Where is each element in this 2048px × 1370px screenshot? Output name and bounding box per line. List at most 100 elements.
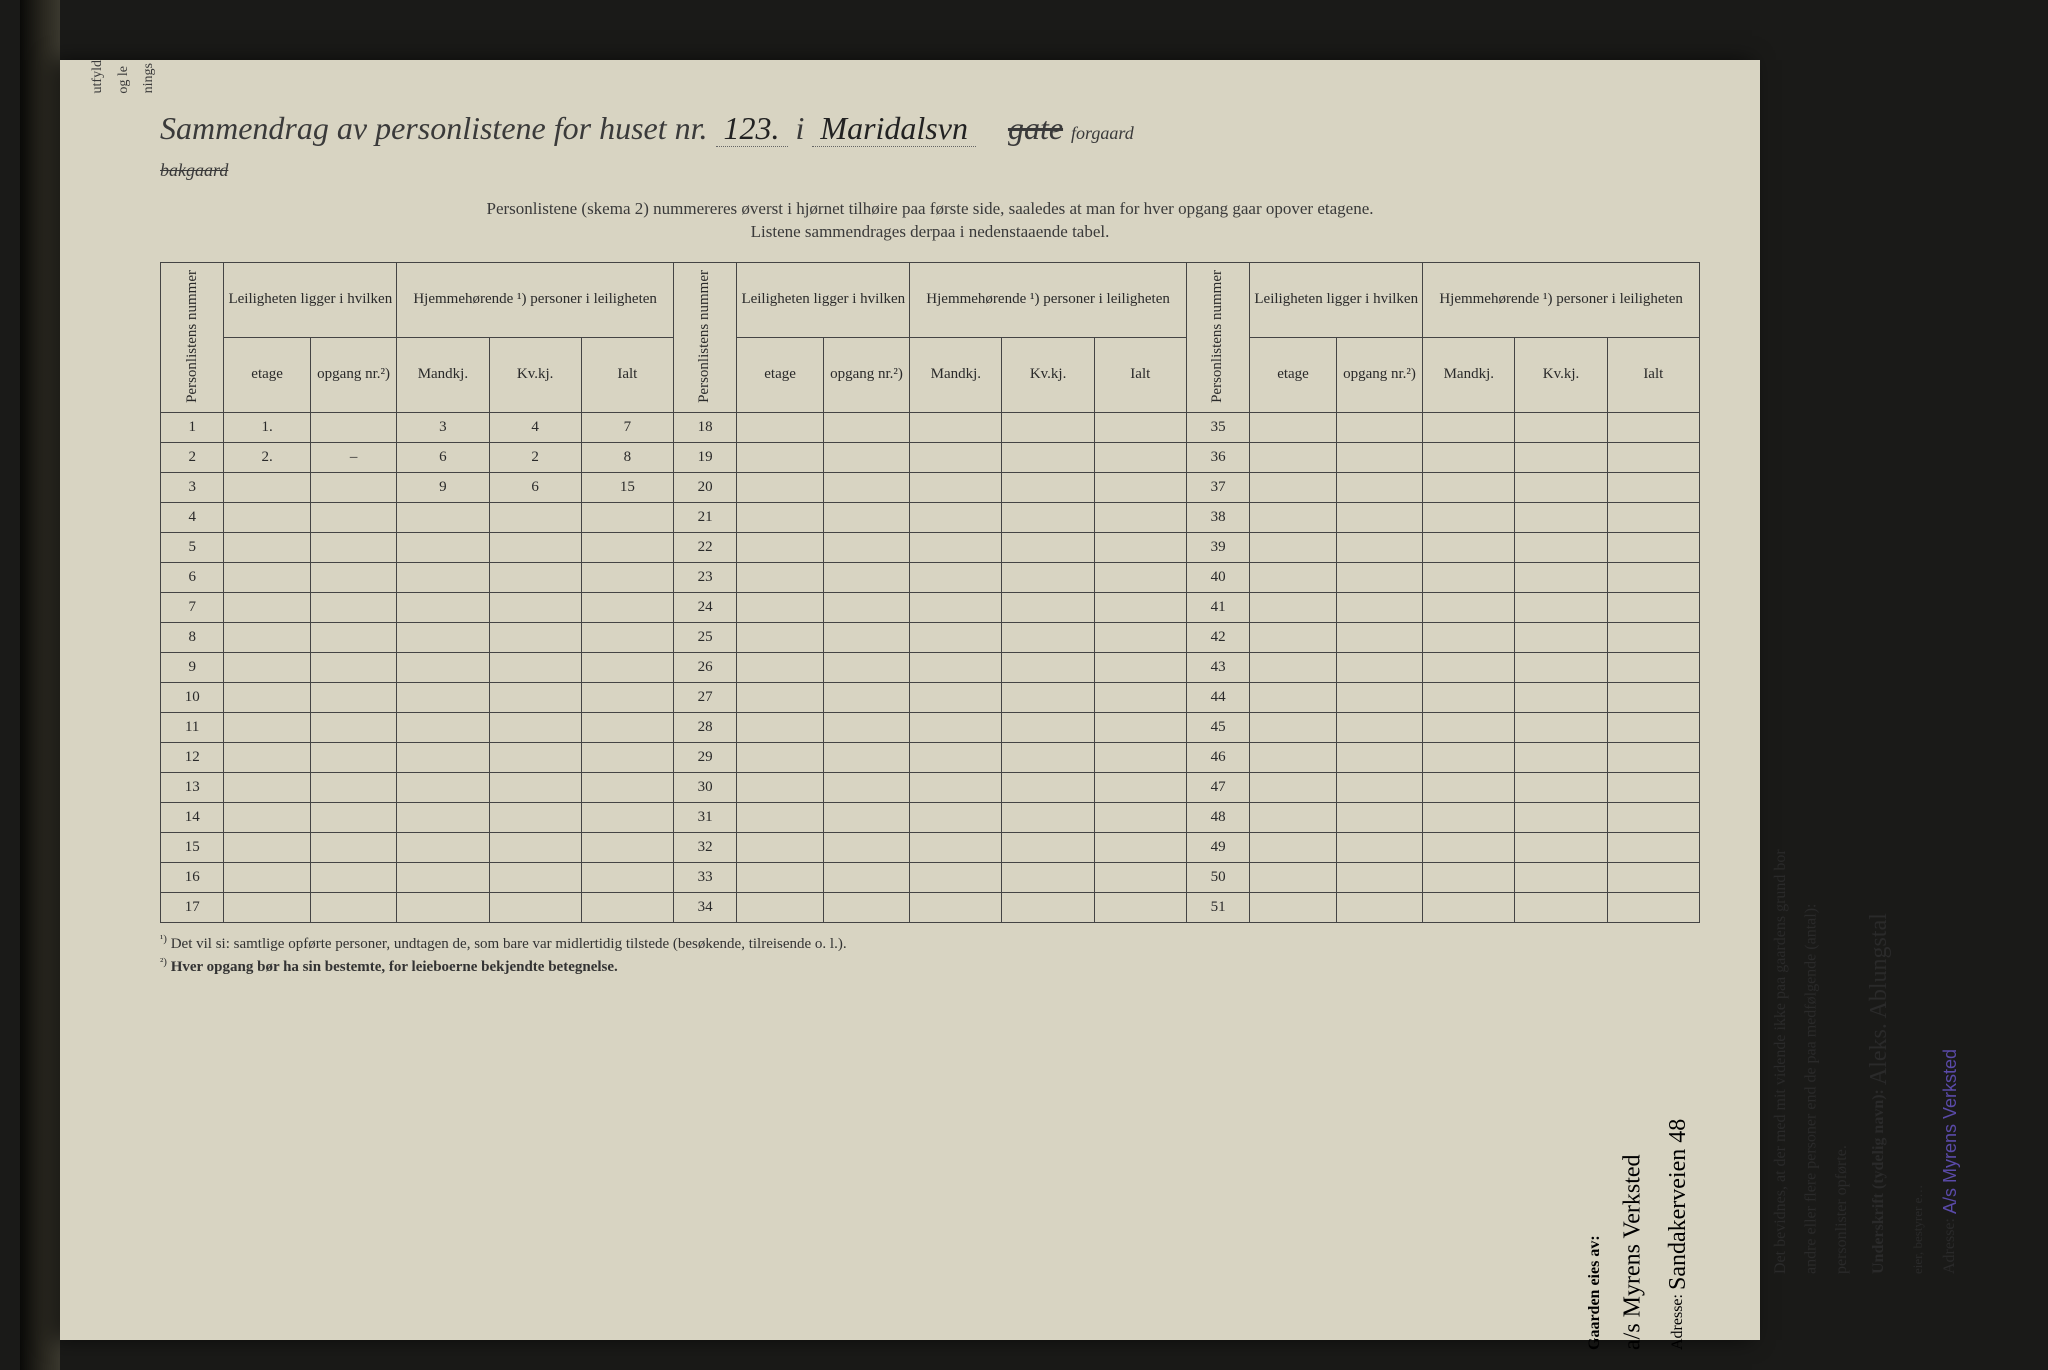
cell <box>1423 502 1515 532</box>
cell-handwritten <box>397 592 489 622</box>
cell: 13 <box>161 772 224 802</box>
cell <box>1336 832 1422 862</box>
cell-handwritten <box>224 892 310 922</box>
cell <box>1336 742 1422 772</box>
cell: 9 <box>161 652 224 682</box>
cell-handwritten <box>310 742 396 772</box>
cell-handwritten <box>489 742 581 772</box>
cell: 12 <box>161 742 224 772</box>
cell <box>910 832 1002 862</box>
col-hjemme: Hjemmehørende ¹) personer i leiligheten <box>1423 262 1700 337</box>
cell: 5 <box>161 532 224 562</box>
table-row: 52239 <box>161 532 1700 562</box>
cell <box>1094 412 1186 442</box>
cell-handwritten <box>489 772 581 802</box>
cell: 31 <box>673 802 736 832</box>
col-opgang: opgang nr.²) <box>310 337 396 412</box>
cell: 4 <box>161 502 224 532</box>
col-leiligheten: Leiligheten ligger i hvilken <box>224 262 397 337</box>
cell-handwritten <box>224 742 310 772</box>
cell <box>1002 832 1094 862</box>
col-leiligheten: Leiligheten ligger i hvilken <box>737 262 910 337</box>
cell-handwritten <box>224 562 310 592</box>
cell <box>910 532 1002 562</box>
cell-handwritten <box>489 682 581 712</box>
cell <box>1094 862 1186 892</box>
col-mandkj: Mandkj. <box>1423 337 1515 412</box>
cell-handwritten <box>224 652 310 682</box>
cell-handwritten <box>489 532 581 562</box>
cell: 26 <box>673 652 736 682</box>
cell <box>737 532 823 562</box>
cert-addr-label: Adresse: <box>1941 1218 1958 1274</box>
cell <box>1094 622 1186 652</box>
cell <box>1336 682 1422 712</box>
cell <box>823 742 909 772</box>
cell-handwritten <box>310 892 396 922</box>
cell <box>1002 502 1094 532</box>
cell: 7 <box>161 592 224 622</box>
cell: 22 <box>673 532 736 562</box>
cell-handwritten <box>224 682 310 712</box>
cell <box>1250 562 1336 592</box>
table-row: 82542 <box>161 622 1700 652</box>
cell <box>910 862 1002 892</box>
cell <box>1607 442 1699 472</box>
owner-label: Gaarden eies av: <box>1586 1235 1603 1350</box>
cell-handwritten <box>224 502 310 532</box>
cell <box>1002 622 1094 652</box>
cell: 48 <box>1186 802 1249 832</box>
cell <box>910 592 1002 622</box>
cell-handwritten <box>310 862 396 892</box>
cell <box>1423 622 1515 652</box>
cell-handwritten <box>224 862 310 892</box>
cell <box>823 712 909 742</box>
cell <box>1002 862 1094 892</box>
cell <box>823 772 909 802</box>
cell <box>910 682 1002 712</box>
cell <box>1336 562 1422 592</box>
cell <box>823 502 909 532</box>
cell: 50 <box>1186 862 1249 892</box>
cell <box>1250 712 1336 742</box>
street-handwritten: Maridalsvn <box>812 110 976 147</box>
cell <box>1250 892 1336 922</box>
table-body: 11.347183522.–62819363961520374213852239… <box>161 412 1700 922</box>
cell <box>737 772 823 802</box>
title-sep: i <box>796 110 805 146</box>
cell <box>1094 712 1186 742</box>
owner-addr-label: Adresse: <box>1669 1294 1686 1350</box>
cell <box>1002 532 1094 562</box>
cell <box>1515 562 1607 592</box>
cell-handwritten <box>397 682 489 712</box>
cell <box>1607 622 1699 652</box>
cell-handwritten <box>581 862 673 892</box>
owner-name: a/s Myrens Verksted <box>1619 1154 1645 1350</box>
cell-handwritten <box>310 682 396 712</box>
cell-handwritten <box>397 562 489 592</box>
cell <box>1002 472 1094 502</box>
cell <box>910 712 1002 742</box>
cell: 32 <box>673 832 736 862</box>
cell <box>737 832 823 862</box>
cell-handwritten <box>310 652 396 682</box>
cell <box>1423 892 1515 922</box>
cell <box>1515 622 1607 652</box>
summary-table: Personlistens nummer Leiligheten ligger … <box>160 262 1700 923</box>
cell <box>910 622 1002 652</box>
margin-frag: nings <box>141 63 157 93</box>
cell <box>1002 772 1094 802</box>
cell: 17 <box>161 892 224 922</box>
cell: 3 <box>161 472 224 502</box>
cell <box>1094 682 1186 712</box>
col-opgang: opgang nr.²) <box>1336 337 1422 412</box>
cell <box>910 802 1002 832</box>
cell-handwritten <box>397 772 489 802</box>
margin-cutoff-text: utfyld og le nings <box>90 60 163 98</box>
cell <box>1607 592 1699 622</box>
cell <box>1607 532 1699 562</box>
cell <box>1423 862 1515 892</box>
table-row: 133047 <box>161 772 1700 802</box>
cell <box>1250 652 1336 682</box>
col-ialt: Ialt <box>1094 337 1186 412</box>
